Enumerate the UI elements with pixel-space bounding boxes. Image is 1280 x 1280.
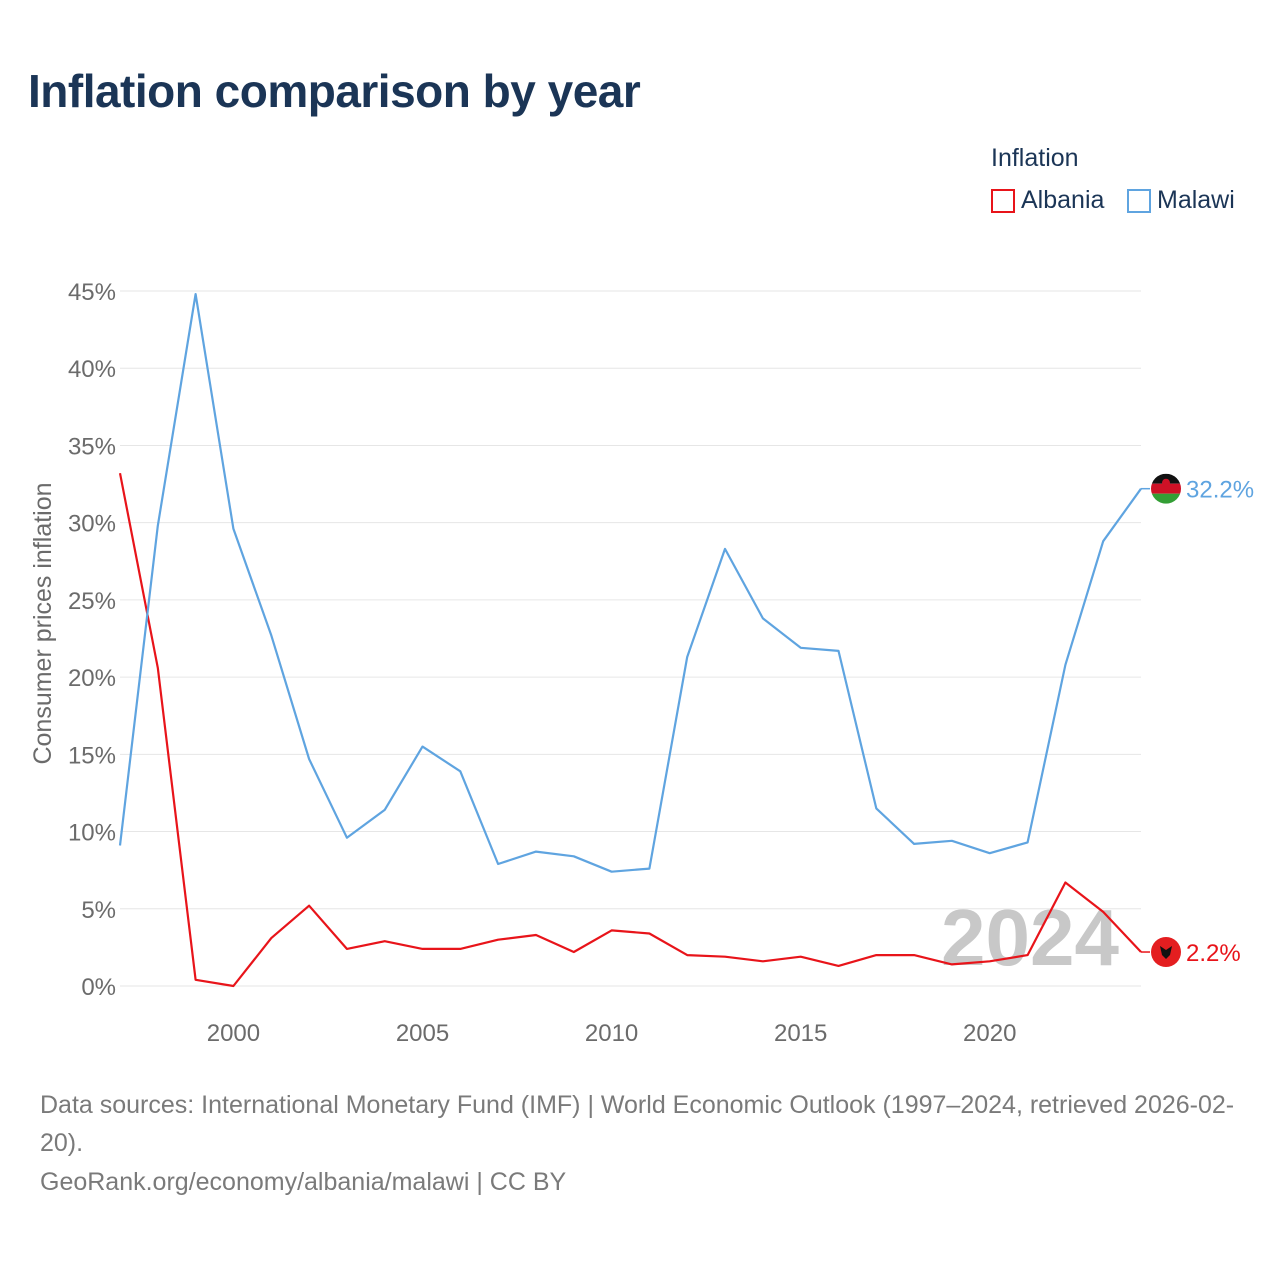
albania-eagle-shape <box>1160 946 1172 960</box>
legend-item-albania[interactable]: Albania <box>991 186 1104 215</box>
chart-title: Inflation comparison by year <box>28 65 641 117</box>
y-tick-label: 20% <box>68 665 116 692</box>
year-watermark: 2024 <box>941 893 1119 982</box>
series-line-albania <box>118 472 1142 988</box>
y-tick-label: 10% <box>68 820 116 847</box>
malawi-band-green <box>1151 493 1181 504</box>
malawi-flag-bands <box>1151 473 1181 504</box>
albania-flag-icon <box>1151 937 1181 968</box>
malawi-flag-icon <box>1151 473 1181 504</box>
footer-source: Data sources: International Monetary Fun… <box>40 1091 1235 1157</box>
x-tick-label: 2015 <box>774 1020 827 1047</box>
albania-end-label: 2.2% <box>1186 940 1241 967</box>
legend-title: Inflation <box>991 144 1079 172</box>
x-tick-label: 2005 <box>396 1020 449 1047</box>
malawi-band-red <box>1151 483 1181 494</box>
series-line-malawi <box>118 293 1142 873</box>
legend-item-malawi[interactable]: Malawi <box>1127 186 1235 215</box>
footer-url[interactable]: GeoRank.org/economy/albania/malawi | CC … <box>40 1168 567 1196</box>
albania-swatch-icon <box>991 188 1015 213</box>
malawi-sun-shape <box>1162 478 1170 487</box>
line-chart: 0% 5% 10% 15% 20% 25% 30% 35% 40% 45% 2000 2005 2010… <box>29 279 1254 1047</box>
y-tick-label: 30% <box>68 511 116 538</box>
malawi-end-label: 32.2% <box>1186 477 1254 504</box>
legend-label-albania: Albania <box>1021 186 1105 214</box>
y-tick-label: 5% <box>81 897 116 924</box>
y-tick-label: 40% <box>68 356 116 383</box>
y-tick-label: 45% <box>68 279 116 306</box>
y-tick-label: 0% <box>81 974 116 1001</box>
x-tick-label: 2000 <box>207 1020 260 1047</box>
x-tick-label: 2010 <box>585 1020 638 1047</box>
malawi-swatch-icon <box>1127 188 1151 213</box>
y-axis-label: Consumer prices inflation <box>29 482 57 764</box>
y-tick-label: 25% <box>68 588 116 615</box>
y-tick-label: 15% <box>68 742 116 769</box>
legend-label-malawi: Malawi <box>1157 186 1235 214</box>
x-tick-label: 2020 <box>963 1020 1016 1047</box>
y-tick-label: 35% <box>68 433 116 460</box>
